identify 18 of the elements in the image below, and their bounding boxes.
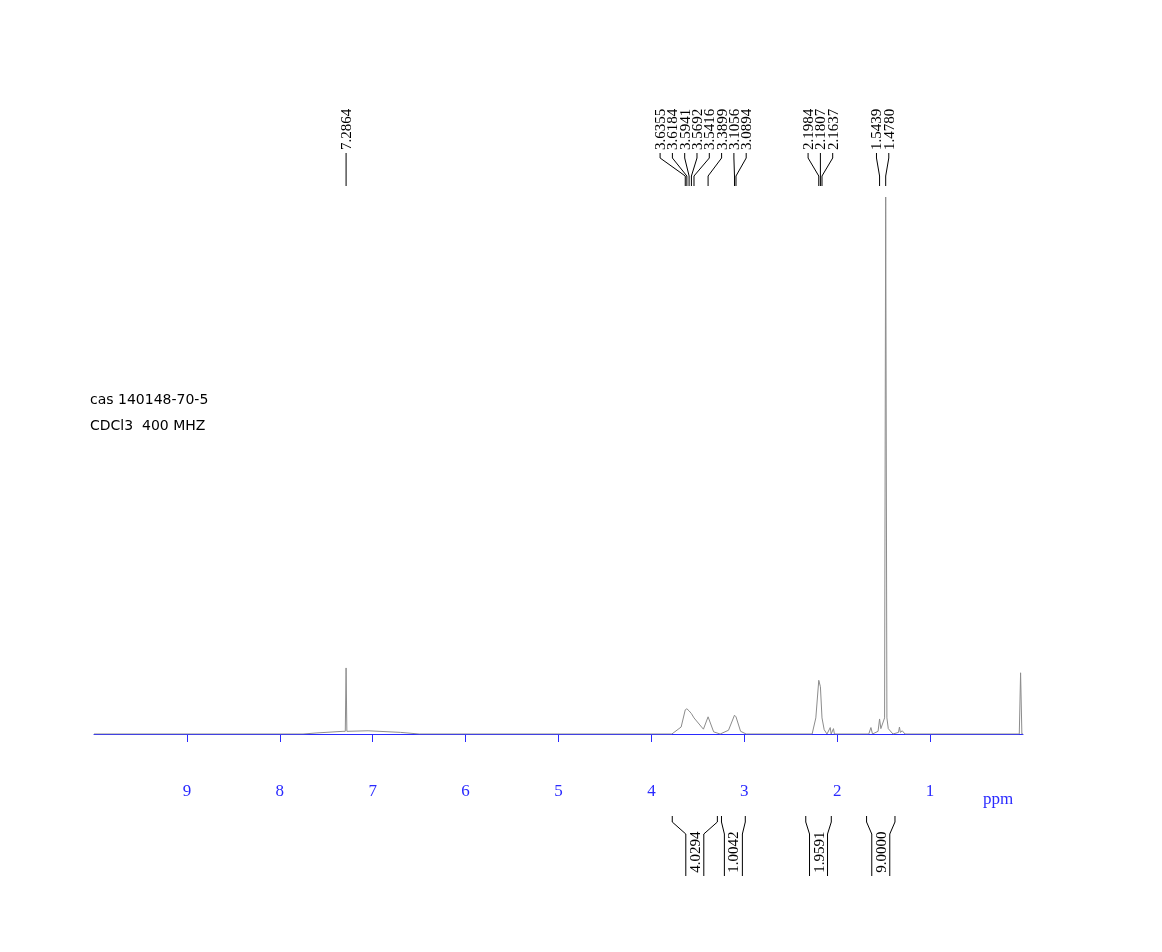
annotation: CDCl3 400 MHZ — [90, 417, 206, 433]
x-tick-label: 8 — [275, 781, 285, 800]
text: 1.0042 — [725, 831, 742, 873]
text: 9.0000 — [872, 831, 889, 873]
x-tick-label: 3 — [740, 781, 749, 800]
x-tick-label: 6 — [461, 781, 470, 800]
x-axis-title: ppm — [983, 789, 1014, 808]
x-tick-label: 5 — [554, 781, 563, 800]
x-tick-label: 4 — [647, 781, 657, 800]
text: 1.9591 — [810, 831, 827, 873]
x-tick-label: 2 — [832, 781, 842, 800]
x-tick-label: 7 — [368, 781, 378, 800]
text: 3.0894 — [738, 108, 755, 150]
x-tick-label: 9 — [182, 781, 192, 800]
text: 7.2864 — [338, 108, 355, 150]
annotation: cas 140148-70-5 — [90, 391, 209, 407]
x-tick-label: 1 — [925, 781, 935, 800]
text: 4.0294 — [686, 830, 703, 873]
